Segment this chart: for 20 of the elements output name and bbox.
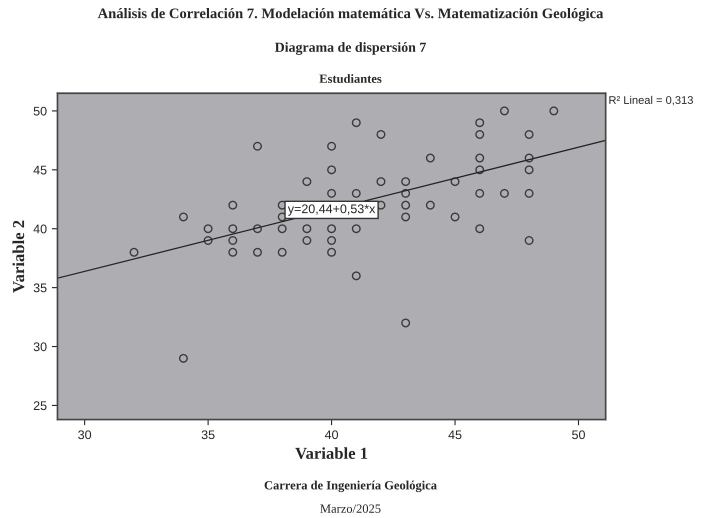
x-tick-label: 35	[202, 430, 215, 440]
text: R² Lineal = 0,313	[609, 96, 693, 106]
y-axis-title: Variable 2	[12, 220, 24, 293]
x-axis-title: Variable 1	[295, 447, 368, 460]
y-tick-label: 45	[33, 166, 47, 174]
x-tick-label: 40	[324, 430, 338, 440]
chart-subtitle: Diagrama de dispersión 7	[274, 42, 426, 55]
text: Estudiantes	[319, 74, 382, 83]
y-tick-label: 25	[34, 401, 47, 410]
y-tick-label: 30	[34, 342, 47, 352]
y-tick-label: 35	[34, 283, 47, 292]
annotation: y=20,44+0,53*x	[288, 204, 376, 216]
text: Marzo/2025	[320, 504, 381, 513]
text: Carrera de Ingeniería Geológica	[264, 480, 437, 492]
y-tick-label: 50	[34, 106, 47, 116]
chart-title: Análisis de Correlación 7. Modelación matemática Vs. Matematización Geológica	[98, 8, 604, 22]
x-tick-label: 50	[572, 430, 585, 440]
x-tick-label: 45	[448, 430, 462, 440]
x-tick-label: 30	[78, 430, 92, 440]
y-tick-label: 40	[33, 224, 47, 234]
